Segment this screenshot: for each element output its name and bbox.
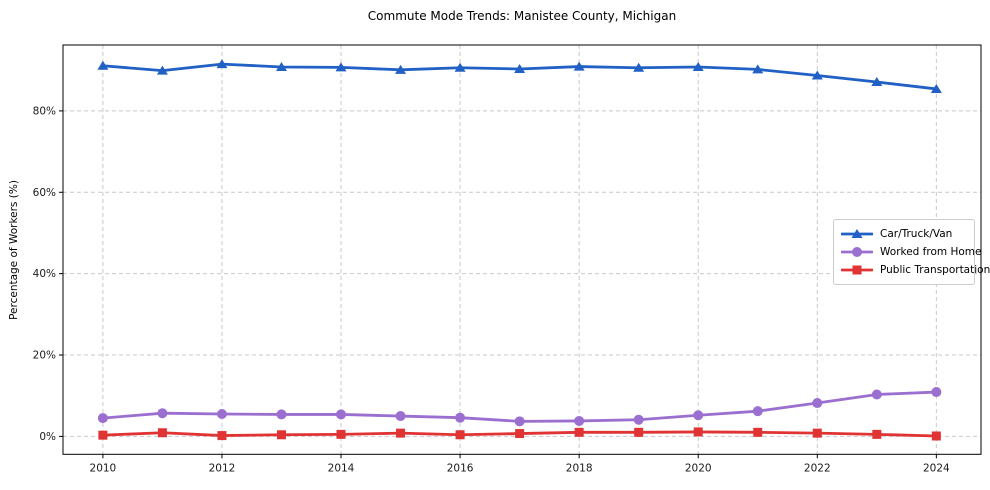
legend-item-car-truck-van: Car/Truck/Van xyxy=(841,225,967,243)
legend-label: Worked from Home xyxy=(880,246,982,258)
svg-text:2016: 2016 xyxy=(447,462,474,474)
svg-text:2014: 2014 xyxy=(328,462,355,474)
svg-text:2018: 2018 xyxy=(566,462,593,474)
svg-text:20%: 20% xyxy=(33,350,56,362)
triangle-marker-icon xyxy=(841,229,873,238)
square-marker-icon xyxy=(841,265,873,275)
circle-marker-icon xyxy=(841,247,873,257)
legend-label: Public Transportation xyxy=(880,264,990,276)
svg-text:0%: 0% xyxy=(39,431,56,443)
legend-label: Car/Truck/Van xyxy=(880,228,953,240)
svg-text:2022: 2022 xyxy=(804,462,831,474)
legend: Car/Truck/Van Worked from Home Public Tr… xyxy=(833,219,990,285)
svg-text:2024: 2024 xyxy=(923,462,950,474)
svg-text:2012: 2012 xyxy=(209,462,236,474)
svg-text:60%: 60% xyxy=(33,187,56,199)
svg-text:80%: 80% xyxy=(33,105,56,117)
chart-title: Commute Mode Trends: Manistee County, Mi… xyxy=(367,9,677,23)
svg-text:40%: 40% xyxy=(33,268,56,280)
svg-text:2020: 2020 xyxy=(685,462,712,474)
legend-item-public-transportation: Public Transportation xyxy=(841,261,990,279)
svg-text:2010: 2010 xyxy=(90,462,117,474)
legend-item-worked-from-home: Worked from Home xyxy=(841,243,981,261)
